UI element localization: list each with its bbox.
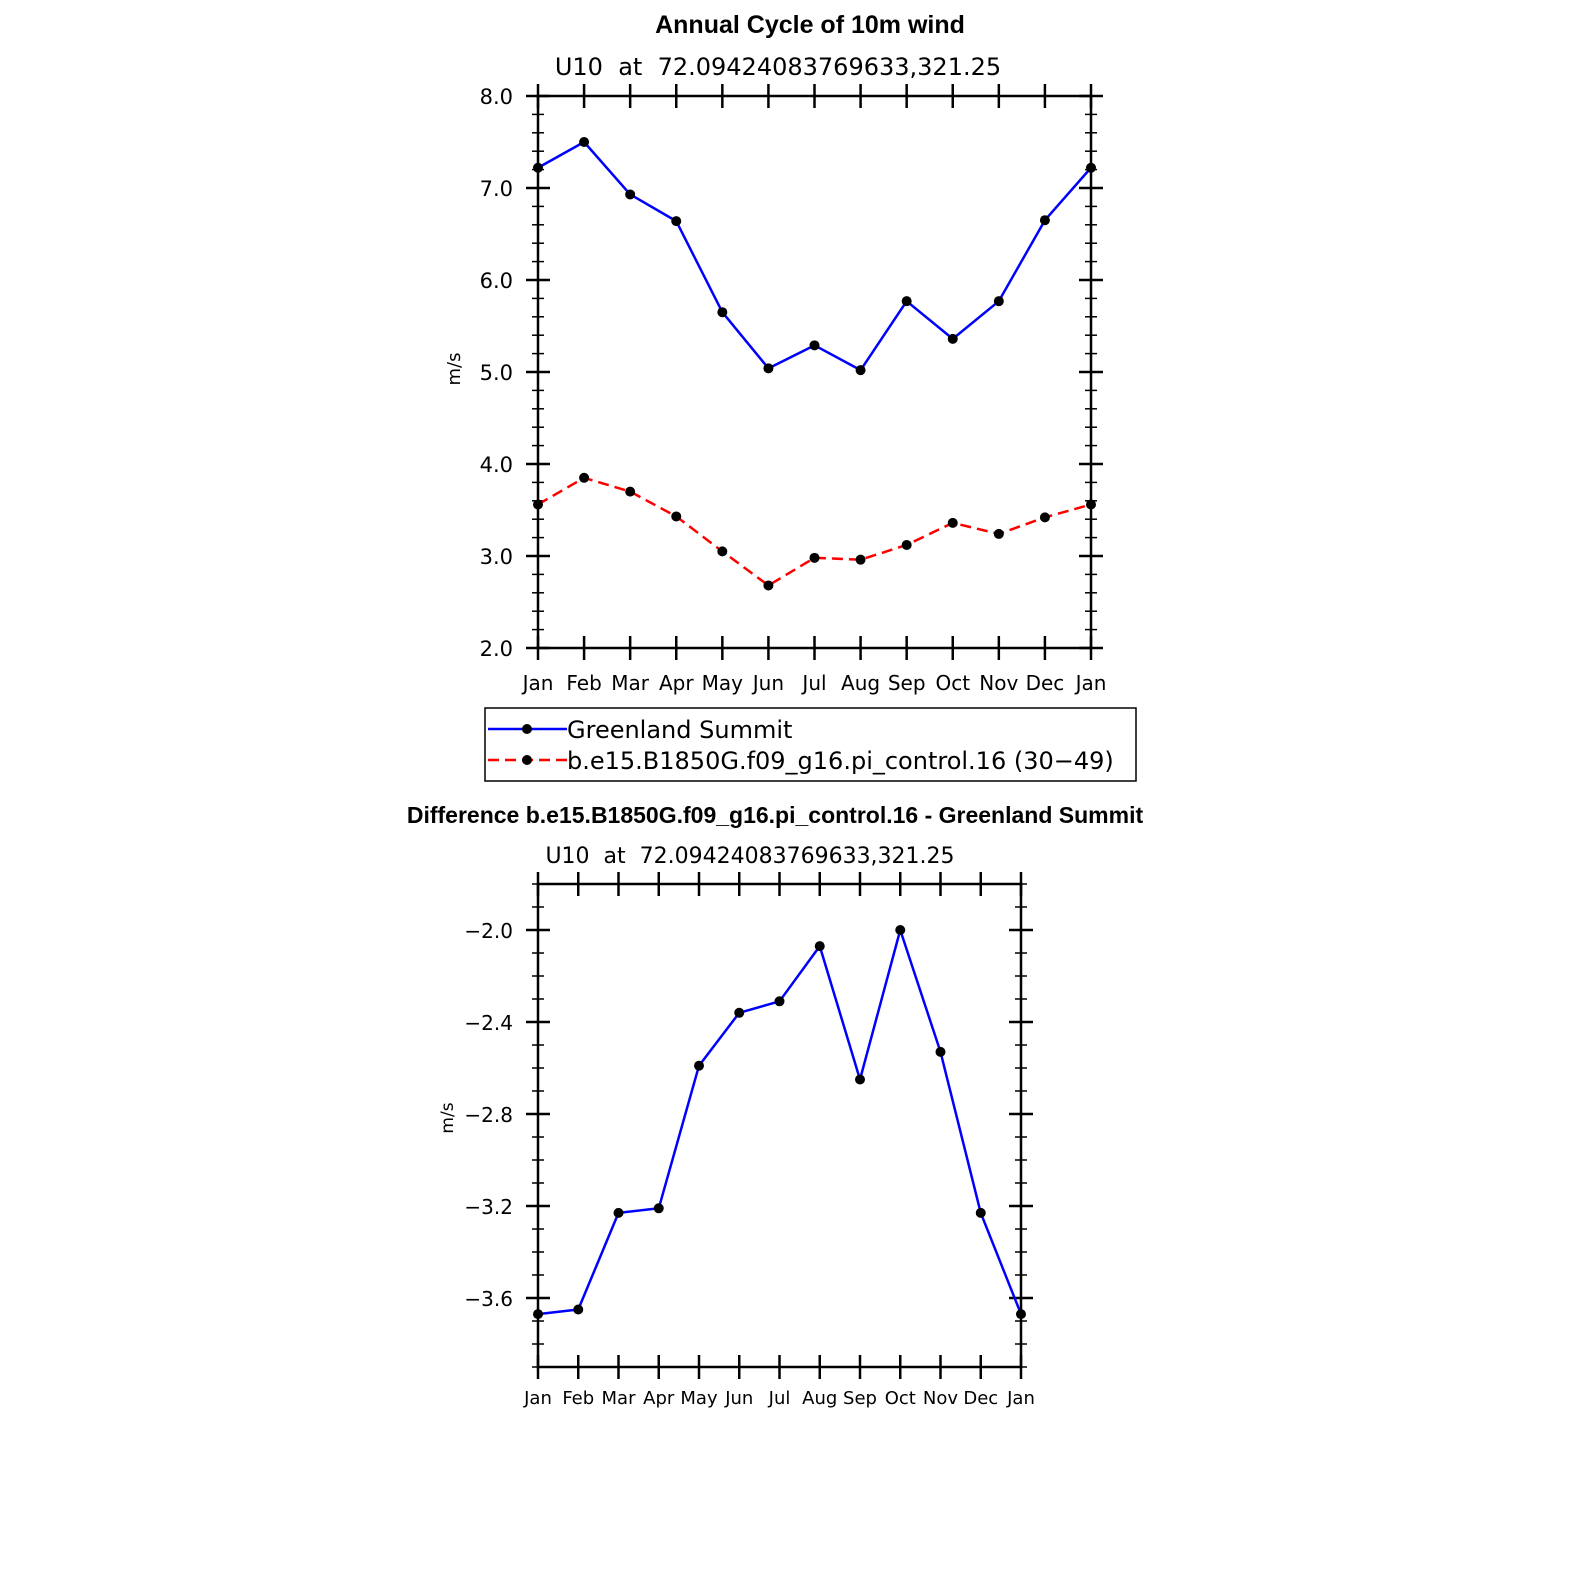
data-point xyxy=(734,1007,745,1018)
x-tick-label: Jan xyxy=(523,1388,552,1409)
y-tick-label: 6.0 xyxy=(480,269,513,293)
data-point xyxy=(975,1207,986,1218)
data-point xyxy=(763,363,774,374)
data-point xyxy=(809,552,820,563)
data-point xyxy=(1039,215,1050,226)
data-point xyxy=(947,333,958,344)
x-tick-label: Feb xyxy=(562,1388,594,1409)
data-point xyxy=(653,1203,664,1214)
data-point xyxy=(1086,499,1096,510)
data-point xyxy=(613,1207,624,1218)
data-point xyxy=(935,1046,946,1057)
data-point xyxy=(625,189,636,200)
data-point xyxy=(717,546,728,557)
data-point xyxy=(855,1074,865,1085)
x-tick-label: May xyxy=(680,1388,718,1409)
y-axis-label: m/s xyxy=(438,1102,458,1133)
data-point xyxy=(1086,162,1096,173)
legend: Greenland Summit b.e15.B1850G.f09_g16.pi… xyxy=(484,707,1137,782)
annual-cycle-chart: Annual Cycle of 10m wind U10 at 72.09424… xyxy=(444,11,1106,695)
y-tick-label: 2.0 xyxy=(480,637,513,661)
x-tick-label: Apr xyxy=(659,671,694,695)
chart-subtitle: U10 at 72.09424083769633,321.25 xyxy=(555,53,1001,81)
data-point xyxy=(774,996,785,1007)
y-tick-label: −3.2 xyxy=(464,1195,513,1219)
x-tick-label: Jul xyxy=(800,671,826,695)
y-tick-label: −2.8 xyxy=(464,1103,513,1127)
data-point xyxy=(717,307,728,318)
legend-label-model: b.e15.B1850G.f09_g16.pi_control.16 (30−4… xyxy=(567,747,1114,775)
x-tick-label: Sep xyxy=(888,671,926,695)
x-tick-label: Aug xyxy=(841,671,880,695)
data-point xyxy=(625,486,636,497)
difference-chart: Difference b.e15.B1850G.f09_g16.pi_contr… xyxy=(407,802,1144,1409)
x-tick-label: Oct xyxy=(935,671,970,695)
y-tick-label: 4.0 xyxy=(480,453,513,477)
data-point xyxy=(855,554,866,565)
legend-label-observed: Greenland Summit xyxy=(567,716,792,744)
series-line-1 xyxy=(537,476,1092,587)
chart-title: Annual Cycle of 10m wind xyxy=(655,11,965,39)
data-point xyxy=(579,472,590,483)
x-tick-label: Aug xyxy=(802,1388,837,1409)
data-point xyxy=(855,365,866,376)
data-point xyxy=(763,580,774,591)
y-tick-label: 5.0 xyxy=(480,361,513,385)
data-point xyxy=(814,941,825,952)
legend-box xyxy=(484,707,1137,782)
plot-frame xyxy=(536,94,1093,650)
data-point xyxy=(901,296,912,307)
y-tick-label: 3.0 xyxy=(480,545,513,569)
data-point xyxy=(947,517,958,528)
x-tick-label: Jan xyxy=(1074,671,1107,695)
x-tick-label: Mar xyxy=(602,1388,637,1409)
data-point xyxy=(1016,1309,1026,1320)
x-tick-label: Sep xyxy=(843,1388,877,1409)
data-point xyxy=(533,162,543,173)
x-tick-label: Nov xyxy=(923,1388,958,1409)
x-tick-label: Nov xyxy=(979,671,1018,695)
x-tick-label: Dec xyxy=(1026,671,1065,695)
data-point xyxy=(895,925,906,935)
data-point xyxy=(694,1060,704,1071)
data-point xyxy=(809,340,820,351)
x-tick-label: Oct xyxy=(885,1388,916,1409)
data-point xyxy=(1039,512,1050,523)
y-tick-label: −2.0 xyxy=(464,919,513,943)
series-line-0 xyxy=(537,140,1092,372)
y-tick-label: −2.4 xyxy=(464,1011,513,1035)
data-point xyxy=(993,296,1004,307)
x-tick-label: Jan xyxy=(1006,1388,1035,1409)
data-point xyxy=(901,539,912,550)
y-tick-label: −3.6 xyxy=(464,1287,513,1311)
data-point xyxy=(671,216,682,227)
series-line-0 xyxy=(537,928,1023,1316)
y-tick-label: 8.0 xyxy=(480,85,513,109)
y-axis-label: m/s xyxy=(444,353,465,386)
x-tick-label: Jun xyxy=(724,1388,753,1409)
data-point xyxy=(993,528,1004,539)
x-tick-label: Jul xyxy=(768,1388,791,1409)
x-tick-label: May xyxy=(702,671,744,695)
x-tick-label: Mar xyxy=(611,671,650,695)
data-point xyxy=(533,499,543,510)
legend-marker-observed xyxy=(522,724,532,734)
legend-marker-model xyxy=(522,755,532,765)
data-point xyxy=(579,137,590,147)
y-tick-label: 7.0 xyxy=(480,177,513,201)
x-tick-label: Apr xyxy=(643,1388,675,1409)
x-tick-label: Dec xyxy=(963,1388,998,1409)
chart-title: Difference b.e15.B1850G.f09_g16.pi_contr… xyxy=(407,802,1144,828)
x-tick-label: Feb xyxy=(566,671,601,695)
x-tick-label: Jan xyxy=(521,671,554,695)
x-tick-label: Jun xyxy=(751,671,784,695)
data-point xyxy=(671,511,682,522)
data-point xyxy=(573,1304,584,1315)
chart-subtitle: U10 at 72.09424083769633,321.25 xyxy=(545,844,954,869)
plot-frame xyxy=(536,882,1023,1369)
data-point xyxy=(533,1309,543,1320)
